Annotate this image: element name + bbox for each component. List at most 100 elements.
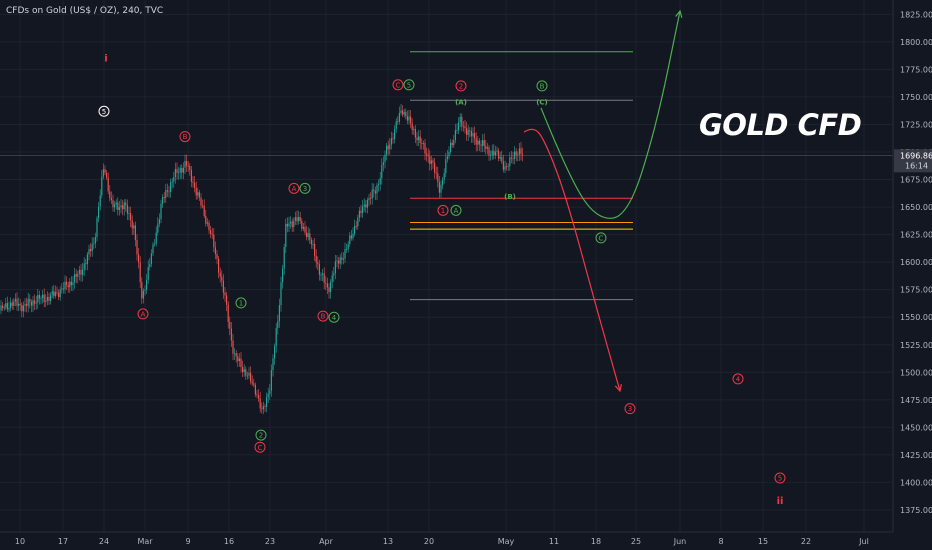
candle-body [235,353,237,357]
candle-body [37,295,39,303]
candle-body [227,304,229,322]
candle-body [302,226,304,229]
wave-label-circle [328,311,340,323]
candle-body [360,210,362,213]
candle-body [416,137,418,141]
candle-body [354,225,356,234]
candle-body [200,197,202,206]
candle-body [35,302,37,304]
candle-body [182,167,184,173]
wave-label: ii [777,496,784,507]
candle-body [163,197,165,198]
candle-body [0,305,2,311]
price-tick-label: 1450.00 [900,423,932,432]
candle-body [482,140,484,146]
candle-body [480,144,482,146]
candle-body [464,126,466,129]
candle-body [80,269,82,275]
candle-body [136,240,138,255]
candle-body [520,148,522,154]
symbol-legend[interactable]: CFDs on Gold (US$ / OZ), 240, TVC [6,6,164,16]
wave-label: 3 [628,405,632,413]
candle-body [347,243,349,250]
candle-body [424,143,426,154]
wave-label: C [599,235,604,243]
candle-body [414,128,416,138]
candle-body [338,260,340,264]
candle-body [314,243,316,256]
candle-body [350,235,352,239]
candle-body [352,233,354,239]
candle-body [394,129,396,140]
candle-body [318,264,320,275]
price-tick-label: 1425.00 [900,451,932,460]
candle-body [230,328,232,341]
candle-body [491,150,493,156]
candle-body [510,157,512,159]
time-tick-label: 17 [58,537,68,546]
candle-body [213,234,215,248]
wave-label: C [258,444,263,452]
bullish-arrow-head [675,9,683,18]
candle-body [51,291,53,295]
wave-label-circle [450,204,462,216]
wave-label-circle [288,182,300,194]
candle-body [498,150,500,159]
candle-body [91,244,93,252]
candle-body [83,263,85,270]
wave-label-circle [98,105,110,117]
candle-body [85,263,87,265]
candle-body [99,195,101,207]
candle-body [299,217,301,221]
bullish-projection-path[interactable] [540,10,681,219]
candle-body [245,369,247,376]
wave-label-circle [137,308,149,320]
candle-body [419,136,421,143]
wave-label: 4 [736,375,741,383]
candle-body [162,197,164,204]
price-tick-label: 1775.00 [900,65,932,74]
candle-body [512,158,514,160]
wave-label-circle [254,441,266,453]
candle-body [472,133,474,137]
candle-body [166,190,168,192]
candle-body [66,281,68,285]
candle-body [461,116,463,127]
candle-body [389,144,391,150]
candle-body [515,151,517,156]
candle-body [448,151,450,157]
candle-body [173,177,175,182]
candle-body [11,302,13,306]
price-tick-label: 1575.00 [900,286,932,295]
price-tick-label: 1500.00 [900,368,932,377]
bearish-projection-path[interactable] [523,128,621,392]
candle-body [128,213,130,214]
candle-body [331,275,333,282]
candle-body [470,131,472,137]
candle-body [330,281,332,293]
candle-body [104,169,106,173]
candle-body [19,303,21,306]
candle-body [403,112,405,115]
candle-body [450,142,452,152]
candle-body [86,254,88,265]
price-tick-label: 1800.00 [900,38,932,47]
candle-body [325,282,327,284]
candle-body [293,220,295,228]
candle-body [384,154,386,163]
time-tick-label: 8 [718,537,723,546]
last-price-tag[interactable] [894,149,932,173]
candle-body [205,215,207,224]
candle-body [18,303,20,306]
candle-body [246,375,248,377]
price-tick-label: 1675.00 [900,176,932,185]
candle-body [310,239,312,245]
candle-body [266,397,268,407]
candle-body [8,308,10,310]
candle-body [54,292,56,297]
candle-body [229,321,231,329]
candle-body [133,225,135,229]
candle-body [139,262,141,283]
candle-body [110,198,112,201]
